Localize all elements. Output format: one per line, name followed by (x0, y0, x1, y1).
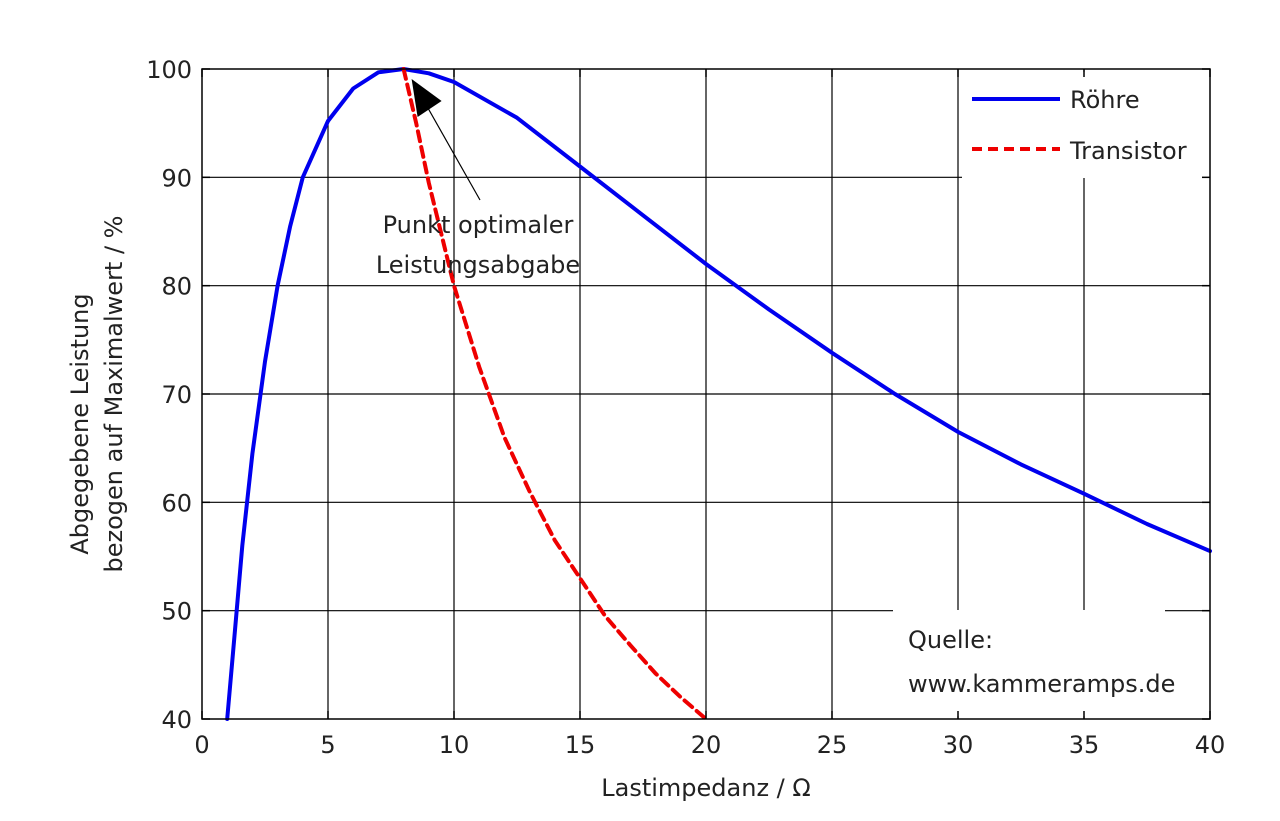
y-axis-label-line1: Abgegebene Leistung (66, 293, 94, 554)
optimal-point-label-line1: Punkt optimaler (383, 211, 574, 239)
y-tick-label: 60 (161, 489, 192, 517)
x-axis-label: Lastimpedanz / Ω (601, 774, 810, 802)
optimal-point-arrow-head (411, 79, 442, 117)
tick-labels: 0 5 10 15 20 25 30 35 40 40 50 60 70 80 90 100 (146, 56, 1225, 759)
legend-label-roehre: Röhre (1070, 86, 1140, 114)
x-tick-label: 10 (439, 731, 470, 759)
optimal-point-annotation: Punkt optimaler Leistungsabgabe (376, 79, 580, 279)
y-axis-label-line2: bezogen auf Maximalwert / % (100, 216, 128, 573)
y-tick-label: 90 (161, 164, 192, 192)
y-tick-label: 40 (161, 706, 192, 734)
source-annotation-background (893, 610, 1165, 716)
x-tick-label: 20 (691, 731, 722, 759)
y-tick-label: 100 (146, 56, 192, 84)
x-tick-label: 25 (817, 731, 848, 759)
x-tick-label: 35 (1069, 731, 1100, 759)
legend-label-transistor: Transistor (1069, 137, 1187, 165)
series-line-roehre (225, 67, 1212, 721)
x-tick-label: 30 (943, 731, 974, 759)
optimal-point-arrow-shaft (419, 93, 481, 201)
x-tick-label: 15 (565, 731, 596, 759)
grid (202, 69, 1210, 719)
series-layer (225, 67, 1212, 721)
source-annotation-line2: www.kammeramps.de (908, 670, 1175, 698)
legend-box (962, 72, 1212, 178)
optimal-point-label-line2: Leistungsabgabe (376, 251, 580, 279)
legend: Röhre Transistor (962, 72, 1212, 178)
y-tick-label: 50 (161, 598, 192, 626)
series-line-transistor (401, 67, 708, 721)
x-tick-label: 0 (194, 731, 209, 759)
x-tick-label: 5 (320, 731, 335, 759)
source-annotation: Quelle: www.kammeramps.de (893, 610, 1175, 716)
source-annotation-line1: Quelle: (908, 626, 993, 654)
y-tick-label: 80 (161, 273, 192, 301)
x-tick-label: 40 (1195, 731, 1226, 759)
y-tick-label: 70 (161, 381, 192, 409)
